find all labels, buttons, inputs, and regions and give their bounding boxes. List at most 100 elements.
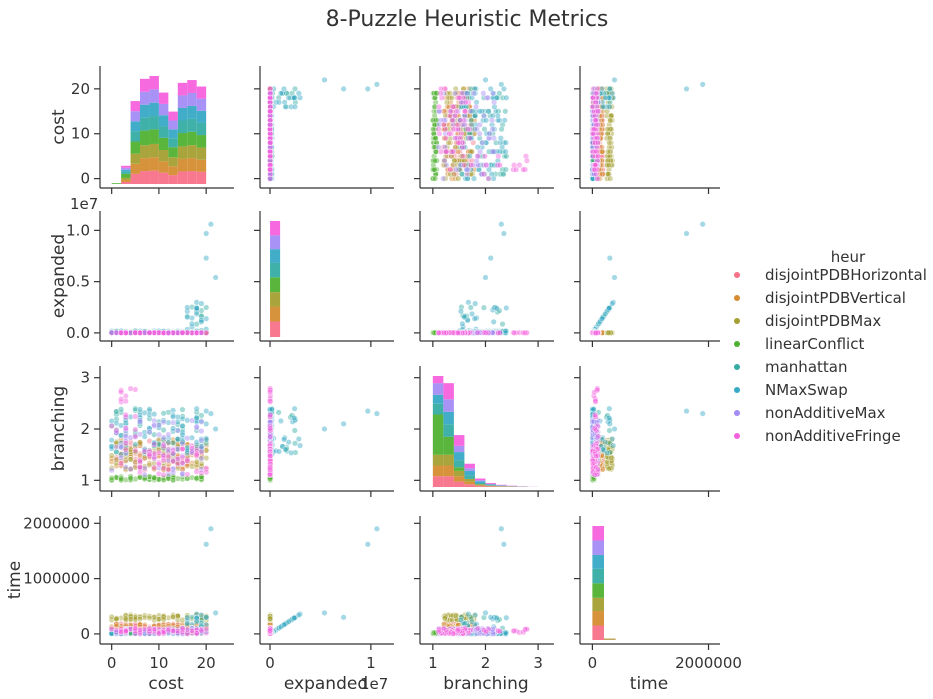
scatter-point bbox=[462, 99, 469, 106]
histogram-bar bbox=[464, 484, 475, 487]
scatter-point bbox=[446, 130, 453, 137]
histogram-bar bbox=[443, 383, 454, 400]
histogram-bar bbox=[453, 435, 465, 446]
scatter-point bbox=[364, 408, 371, 415]
scatter-point bbox=[479, 139, 486, 146]
histogram-bar bbox=[270, 221, 281, 236]
histogram-bar bbox=[140, 91, 150, 105]
histogram-bar bbox=[177, 146, 188, 159]
histogram-bar bbox=[130, 121, 141, 132]
histogram-bar bbox=[158, 137, 169, 151]
scatter-point bbox=[608, 455, 615, 462]
histogram-bar bbox=[453, 452, 465, 461]
scatter-point bbox=[170, 419, 177, 426]
scatter-point bbox=[600, 103, 607, 110]
scatter-point bbox=[198, 437, 205, 444]
scatter-point bbox=[193, 423, 200, 430]
scatter-point bbox=[267, 466, 274, 473]
histogram-bar bbox=[121, 171, 131, 174]
scatter-point bbox=[321, 426, 328, 433]
histogram-bar bbox=[443, 436, 454, 455]
histogram-bar bbox=[187, 92, 197, 106]
scatter-point bbox=[118, 406, 125, 413]
scatter-point bbox=[165, 329, 172, 336]
scatter-point bbox=[454, 121, 461, 128]
scatter-point bbox=[291, 94, 298, 101]
histogram-bar bbox=[140, 145, 150, 159]
histogram-bar bbox=[270, 321, 281, 337]
histogram-bar bbox=[187, 105, 197, 119]
scatter-point bbox=[483, 329, 490, 336]
chart-title: 8-Puzzle Heuristic Metrics bbox=[326, 7, 609, 32]
scatter-point bbox=[165, 466, 172, 473]
histogram-bar bbox=[196, 135, 207, 148]
scatter-point bbox=[457, 308, 464, 315]
histogram-bar bbox=[270, 235, 281, 250]
histogram-bar bbox=[464, 470, 475, 476]
histogram-bar bbox=[432, 465, 444, 477]
scatter-point bbox=[174, 427, 181, 434]
scatter-point bbox=[203, 408, 210, 415]
scatter-point bbox=[482, 76, 489, 83]
histogram-bar bbox=[121, 177, 131, 180]
scatter-point bbox=[108, 452, 115, 459]
scatter-point bbox=[122, 440, 129, 447]
panel-expanded-vs-time bbox=[574, 211, 720, 347]
scatter-point bbox=[501, 117, 508, 124]
histogram-bar bbox=[140, 117, 150, 131]
scatter-point bbox=[607, 175, 614, 182]
scatter-point bbox=[441, 157, 448, 164]
histogram-bar bbox=[432, 383, 444, 395]
y-tick-label: 0.5 bbox=[66, 273, 90, 291]
scatter-point bbox=[609, 300, 616, 307]
scatter-point bbox=[484, 94, 491, 101]
scatter-point bbox=[432, 135, 439, 142]
scatter-point bbox=[160, 477, 167, 484]
scatter-point bbox=[449, 103, 456, 110]
scatter-point bbox=[212, 426, 219, 433]
histogram-bar bbox=[474, 481, 486, 483]
scatter-point bbox=[606, 103, 613, 110]
scatter-point bbox=[198, 300, 205, 307]
scatter-point bbox=[489, 148, 496, 155]
scatter-point bbox=[611, 76, 618, 83]
scatter-point bbox=[292, 103, 299, 110]
histogram-bar bbox=[432, 403, 444, 415]
scatter-point bbox=[122, 398, 129, 405]
histogram-bar bbox=[485, 482, 496, 484]
histogram-bar bbox=[270, 262, 281, 278]
histogram-bar bbox=[140, 171, 150, 184]
scatter-point bbox=[440, 175, 447, 182]
scatter-point bbox=[127, 385, 134, 392]
histogram-bar bbox=[270, 292, 281, 307]
scatter-point bbox=[604, 126, 611, 133]
histogram-bar bbox=[168, 157, 178, 167]
histogram-bar bbox=[111, 183, 122, 184]
histogram-bar bbox=[149, 89, 159, 103]
scatter-point bbox=[188, 320, 195, 327]
scatter-point bbox=[146, 329, 153, 336]
scatter-point bbox=[476, 130, 483, 137]
scatter-point bbox=[468, 162, 475, 169]
scatter-point bbox=[151, 474, 158, 481]
scatter-point bbox=[511, 329, 518, 336]
scatter-point bbox=[502, 166, 509, 173]
scatter-point bbox=[593, 121, 600, 128]
scatter-point bbox=[602, 94, 609, 101]
scatter-point bbox=[465, 299, 472, 306]
histogram-bar bbox=[168, 129, 178, 139]
histogram-bar bbox=[177, 95, 188, 108]
scatter-point bbox=[160, 410, 167, 417]
scatter-point bbox=[170, 407, 177, 414]
scatter-point bbox=[595, 153, 602, 160]
histogram-bar bbox=[443, 424, 454, 437]
y-tick-label: 2 bbox=[80, 420, 90, 438]
scatter-point bbox=[496, 162, 503, 169]
scatter-point bbox=[267, 108, 274, 115]
histogram-bar bbox=[443, 465, 454, 477]
scatter-point bbox=[474, 153, 481, 160]
scatter-point bbox=[285, 94, 292, 101]
scatter-point bbox=[295, 90, 302, 97]
